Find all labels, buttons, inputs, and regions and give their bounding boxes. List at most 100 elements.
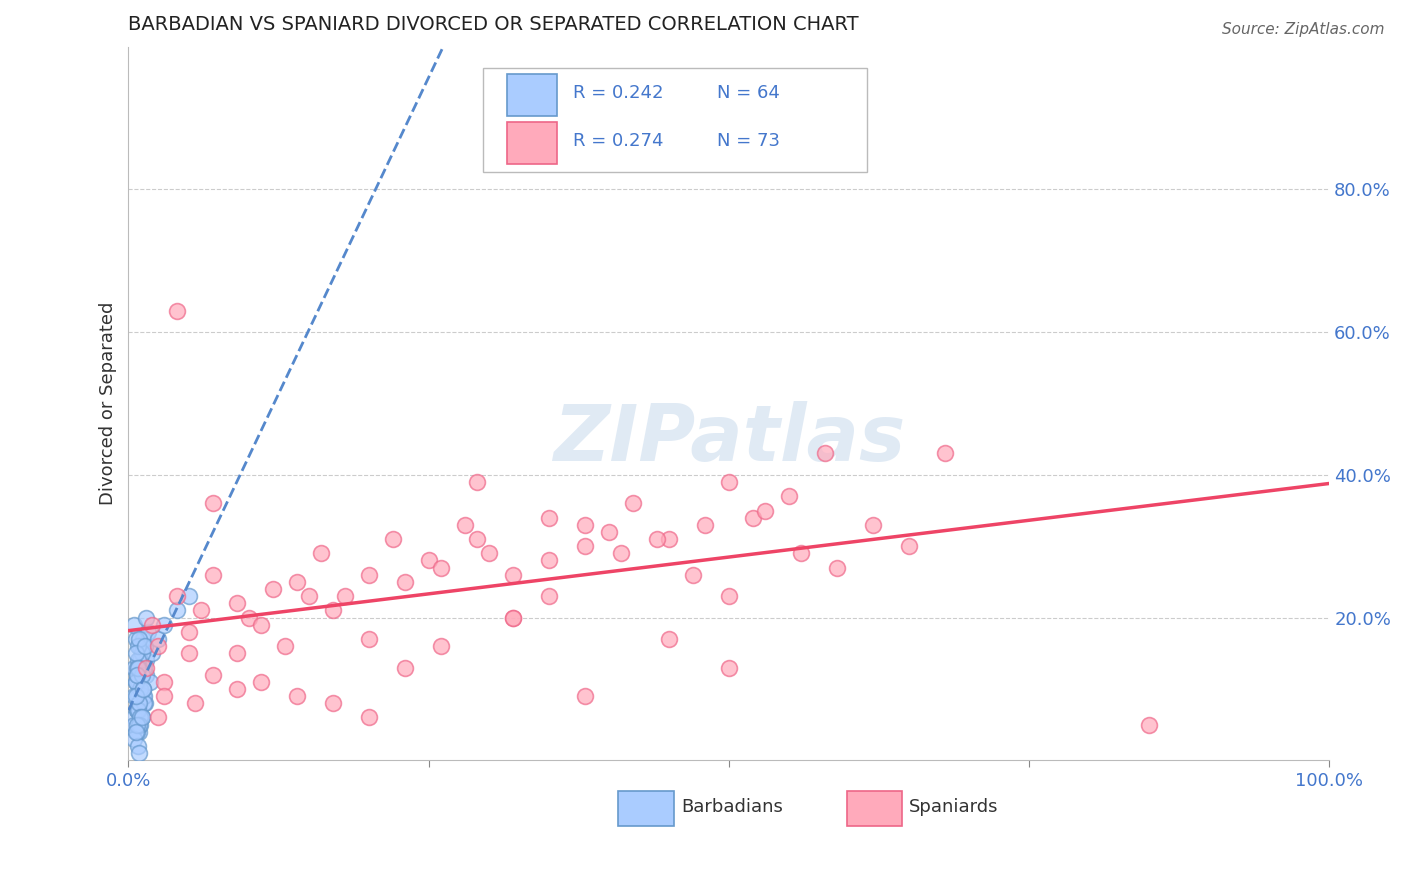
FancyBboxPatch shape xyxy=(506,74,557,116)
Point xyxy=(262,582,284,596)
Point xyxy=(132,660,155,674)
Point xyxy=(465,532,488,546)
Point xyxy=(132,639,155,653)
Point xyxy=(381,532,404,546)
Point xyxy=(124,632,146,646)
Text: R = 0.242: R = 0.242 xyxy=(572,84,664,102)
Text: Spaniards: Spaniards xyxy=(910,797,998,815)
FancyBboxPatch shape xyxy=(619,791,673,826)
Point xyxy=(128,717,150,731)
Point xyxy=(148,710,170,724)
Point xyxy=(131,710,153,724)
Text: Barbadians: Barbadians xyxy=(681,797,783,815)
Point xyxy=(537,589,560,603)
Point xyxy=(502,610,524,624)
Point xyxy=(825,560,848,574)
Point xyxy=(934,446,956,460)
Point xyxy=(621,496,644,510)
Point xyxy=(128,746,150,760)
Point xyxy=(465,475,488,489)
Point xyxy=(128,660,150,674)
Point xyxy=(124,717,146,731)
Point xyxy=(135,653,157,667)
Point xyxy=(134,639,156,653)
Point xyxy=(502,567,524,582)
Point xyxy=(124,724,146,739)
Point xyxy=(132,681,155,696)
Point xyxy=(127,653,149,667)
Point xyxy=(177,646,200,660)
Point xyxy=(153,689,176,703)
Point xyxy=(394,660,416,674)
Point xyxy=(478,546,501,560)
Point xyxy=(141,646,163,660)
Point xyxy=(502,610,524,624)
Point xyxy=(129,653,152,667)
Point xyxy=(778,489,800,503)
Point xyxy=(132,681,155,696)
Point xyxy=(322,696,344,710)
Point xyxy=(129,710,152,724)
Point xyxy=(135,660,157,674)
Point xyxy=(201,567,224,582)
Point xyxy=(574,689,596,703)
Point xyxy=(127,639,149,653)
Point xyxy=(127,703,149,717)
Point xyxy=(128,703,150,717)
Point xyxy=(249,674,271,689)
Point xyxy=(537,553,560,567)
FancyBboxPatch shape xyxy=(506,122,557,164)
Point xyxy=(249,617,271,632)
Point xyxy=(124,731,146,746)
Point xyxy=(132,689,155,703)
Point xyxy=(124,660,146,674)
Point xyxy=(357,632,380,646)
Point xyxy=(128,696,150,710)
Point xyxy=(658,632,681,646)
Point xyxy=(754,503,776,517)
Text: BARBADIAN VS SPANIARD DIVORCED OR SEPARATED CORRELATION CHART: BARBADIAN VS SPANIARD DIVORCED OR SEPARA… xyxy=(128,15,859,34)
Point xyxy=(598,524,620,539)
Point xyxy=(394,574,416,589)
Point xyxy=(429,639,451,653)
Point xyxy=(124,617,146,632)
Point xyxy=(148,632,170,646)
Point xyxy=(134,696,156,710)
Point xyxy=(717,660,740,674)
Point xyxy=(124,689,146,703)
Point xyxy=(285,689,308,703)
Point xyxy=(148,639,170,653)
Point xyxy=(574,517,596,532)
Text: N = 73: N = 73 xyxy=(717,132,780,150)
Point xyxy=(132,689,155,703)
Point xyxy=(127,674,149,689)
Point xyxy=(1137,717,1160,731)
Text: N = 64: N = 64 xyxy=(717,84,780,102)
FancyBboxPatch shape xyxy=(846,791,901,826)
Point xyxy=(127,696,149,710)
Point xyxy=(127,739,149,753)
Point xyxy=(153,674,176,689)
Point xyxy=(124,674,146,689)
Point xyxy=(177,624,200,639)
Point xyxy=(309,546,332,560)
Text: Source: ZipAtlas.com: Source: ZipAtlas.com xyxy=(1222,22,1385,37)
Point xyxy=(124,710,146,724)
Point xyxy=(717,475,740,489)
Point xyxy=(814,446,837,460)
Point xyxy=(225,596,247,610)
Text: ZIPatlas: ZIPatlas xyxy=(553,401,905,477)
Point xyxy=(135,667,157,681)
Point xyxy=(177,589,200,603)
Point xyxy=(645,532,668,546)
Point xyxy=(190,603,212,617)
FancyBboxPatch shape xyxy=(482,68,868,171)
Point xyxy=(322,603,344,617)
Point xyxy=(741,510,763,524)
Point xyxy=(125,724,148,739)
Point xyxy=(132,632,155,646)
Point xyxy=(125,703,148,717)
Point xyxy=(139,674,162,689)
Point xyxy=(128,632,150,646)
Point xyxy=(658,532,681,546)
